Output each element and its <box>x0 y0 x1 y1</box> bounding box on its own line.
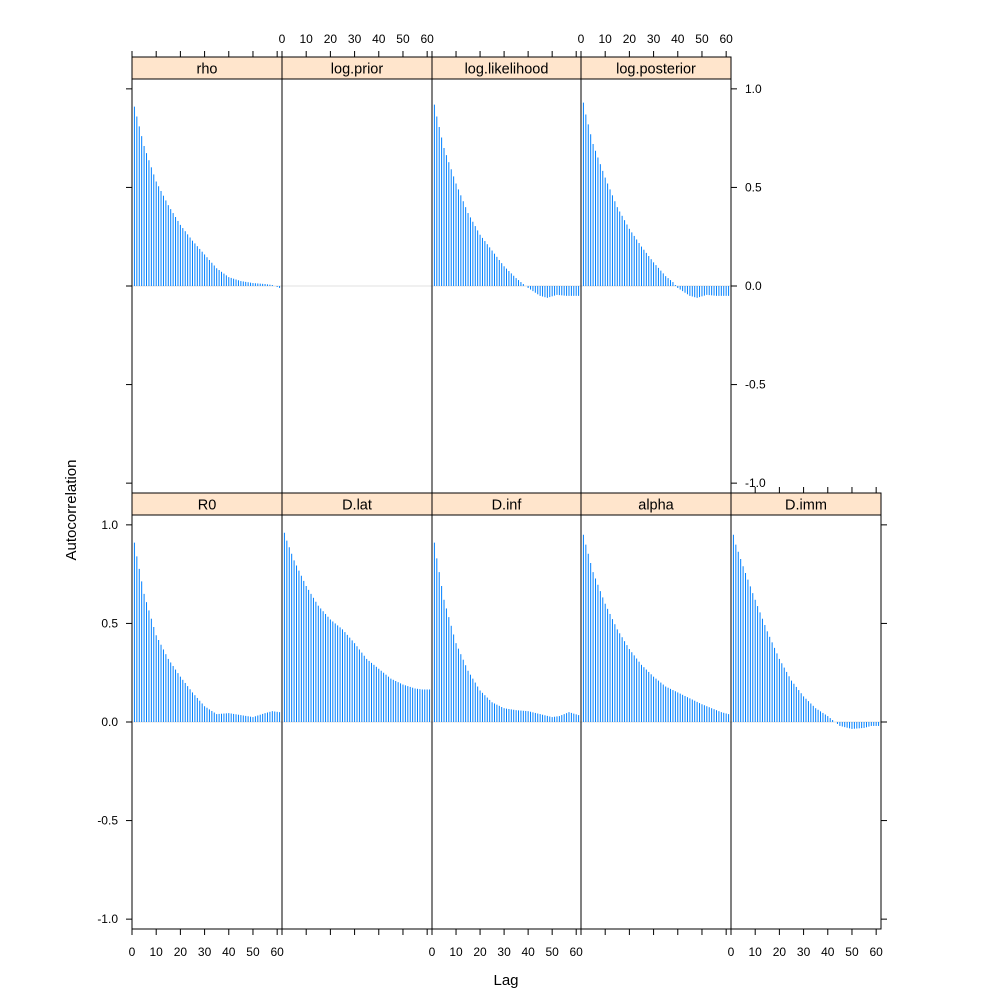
y-tick-label: 1.0 <box>101 518 118 532</box>
x-tick-label: 0 <box>728 945 735 959</box>
strip-label-rho: rho <box>197 62 218 78</box>
x-axis-top-col-1 <box>131 51 278 57</box>
bars-d-inf <box>431 524 580 722</box>
x-tick-label: 20 <box>773 945 787 959</box>
x-tick-label: 50 <box>695 32 709 46</box>
x-tick-label: 20 <box>324 32 338 46</box>
x-tick-label: 10 <box>749 945 763 959</box>
y-tick-label: 0.5 <box>745 180 762 194</box>
x-tick-label: 10 <box>599 32 613 46</box>
panel-r0: R0 <box>131 492 283 930</box>
y-axis-left-top-row <box>126 88 132 484</box>
panel-d-imm: D.imm <box>730 492 882 930</box>
x-tick-label: 30 <box>647 32 661 46</box>
x-tick-label: 50 <box>246 945 260 959</box>
bars-log-likelihood <box>431 88 580 298</box>
strip-label-d-imm: D.imm <box>785 498 827 514</box>
y-tick-label: 0.0 <box>101 715 118 729</box>
x-tick-label: 30 <box>497 945 511 959</box>
x-tick-label: 60 <box>420 32 434 46</box>
bars-rho <box>131 88 281 288</box>
x-tick-label: 40 <box>521 945 535 959</box>
x-tick-label: 20 <box>473 945 487 959</box>
bars-r0 <box>131 524 281 722</box>
x-tick-label: 60 <box>570 945 584 959</box>
x-axis-top-col-5 <box>730 487 877 493</box>
panel-alpha: alpha <box>580 492 732 930</box>
x-tick-label: 10 <box>449 945 463 959</box>
y-tick-label: -0.5 <box>97 814 118 828</box>
y-axis-title: Autocorrelation <box>63 460 80 561</box>
bars-log-posterior <box>580 88 730 298</box>
strip-label-d-inf: D.inf <box>492 498 523 514</box>
x-tick-label: 0 <box>129 945 136 959</box>
panel-log-prior: log.prior <box>281 56 433 494</box>
x-tick-label: 0 <box>279 32 286 46</box>
x-tick-label: 30 <box>797 945 811 959</box>
x-axis-top-col-3 <box>431 51 577 57</box>
x-axis-top-col-4: 0 10 20 30 40 50 60 <box>578 32 733 57</box>
y-tick-label: -0.5 <box>745 378 766 392</box>
x-tick-label: 40 <box>821 945 835 959</box>
x-axis-bottom-col-4 <box>580 929 727 935</box>
x-tick-label: 0 <box>578 32 585 46</box>
y-tick-label: 1.0 <box>745 82 762 96</box>
y-tick-label: 0.5 <box>101 616 118 630</box>
x-tick-label: 20 <box>174 945 188 959</box>
x-axis-bottom-col-3: 0 10 20 30 40 50 60 <box>429 929 584 959</box>
panel-log-likelihood: log.likelihood <box>431 56 582 494</box>
bars-alpha <box>580 524 730 722</box>
y-axis-right-bottom-row <box>881 524 887 920</box>
x-tick-label: 10 <box>150 945 164 959</box>
strip-label-r0: R0 <box>198 498 217 514</box>
panel-d-lat: D.lat <box>281 492 433 930</box>
x-tick-label: 60 <box>270 945 284 959</box>
strip-label-log-posterior: log.posterior <box>616 62 696 78</box>
x-axis-bottom-col-5: 0 10 20 30 40 50 60 <box>728 929 883 959</box>
x-axis-bottom-col-1: 0 10 20 30 40 50 60 <box>129 929 284 959</box>
x-tick-label: 50 <box>396 32 410 46</box>
y-tick-label: -1.0 <box>97 912 118 926</box>
x-tick-label: 0 <box>429 945 436 959</box>
x-axis-title: Lag <box>493 972 518 989</box>
x-tick-label: 30 <box>198 945 212 959</box>
x-tick-label: 50 <box>845 945 859 959</box>
x-axis-bottom-col-2 <box>281 929 428 935</box>
panel-d-inf: D.inf <box>431 492 582 930</box>
x-axis-top-col-2: 0 10 20 30 40 50 60 <box>279 32 434 57</box>
panel-log-posterior: log.posterior <box>580 56 732 494</box>
y-axis-left-bottom-row: -1.0 -0.5 0.0 0.5 1.0 <box>97 518 132 926</box>
bars-d-imm <box>730 524 880 729</box>
panels-group: rho log.prior log.likelihood log.posterior R… <box>131 56 882 930</box>
strip-label-log-prior: log.prior <box>331 62 384 78</box>
axes-group: 0 10 20 30 40 50 60 0 10 20 30 40 50 60 0 10 20 30 40 50 600… <box>97 32 887 959</box>
x-tick-label: 30 <box>348 32 362 46</box>
y-tick-label: -1.0 <box>745 476 766 490</box>
panel-rho: rho <box>131 56 283 494</box>
x-tick-label: 40 <box>671 32 685 46</box>
strip-label-log-likelihood: log.likelihood <box>465 62 549 78</box>
x-tick-label: 60 <box>869 945 883 959</box>
bars-d-lat <box>281 524 431 722</box>
strip-label-d-lat: D.lat <box>342 498 372 514</box>
strip-label-alpha: alpha <box>638 498 674 514</box>
y-tick-label: 0.0 <box>745 279 762 293</box>
x-tick-label: 10 <box>300 32 314 46</box>
x-tick-label: 20 <box>623 32 637 46</box>
x-tick-label: 60 <box>719 32 733 46</box>
y-axis-right-top-row: -1.0 -0.5 0.0 0.5 1.0 <box>731 82 766 490</box>
x-tick-label: 40 <box>372 32 386 46</box>
x-tick-label: 50 <box>545 945 559 959</box>
x-tick-label: 40 <box>222 945 236 959</box>
